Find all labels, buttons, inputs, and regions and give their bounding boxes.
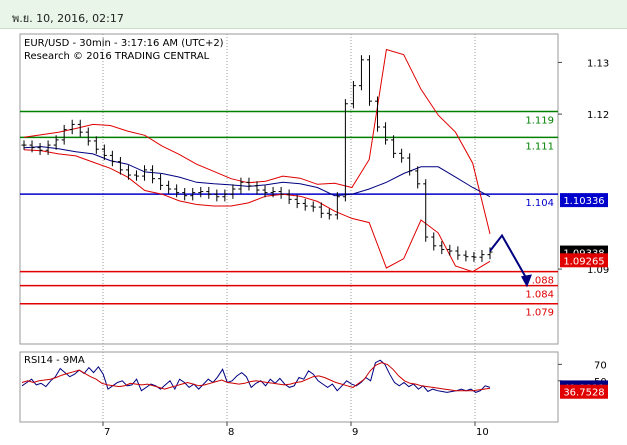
- price-bar: [85, 127, 91, 146]
- price-bar: [45, 140, 51, 155]
- price-bar: [262, 185, 268, 198]
- price-tag-2-bg: [560, 253, 608, 268]
- rsi-tick-label: 70: [594, 360, 607, 371]
- rsi-title: RSI14 - 9MA: [24, 355, 85, 366]
- forecast-arrowhead: [521, 274, 532, 288]
- price-bar: [447, 244, 453, 256]
- price-bar: [318, 202, 324, 218]
- price-bar: [230, 184, 236, 199]
- price-bar: [310, 201, 316, 212]
- price-bars: [21, 55, 493, 262]
- price-bar: [125, 165, 131, 180]
- price-tag-0-bg: [560, 193, 608, 208]
- price-bar: [375, 96, 381, 132]
- price-bar: [399, 148, 405, 163]
- level-label-0: 1.119: [525, 116, 554, 127]
- rsi-series-0: [21, 359, 491, 393]
- price-bar: [294, 194, 300, 209]
- price-bar: [302, 198, 308, 211]
- price-bar: [471, 252, 477, 262]
- price-bar: [222, 189, 228, 202]
- level-label-2: 1.104: [525, 198, 554, 209]
- price-bar: [198, 186, 204, 198]
- price-bar: [350, 81, 356, 109]
- price-bar: [142, 165, 148, 181]
- price-bar: [286, 189, 292, 204]
- y-tick-label: 1.12: [587, 110, 609, 121]
- price-bar: [391, 135, 397, 158]
- price-bar: [407, 153, 413, 176]
- price-bar: [439, 241, 445, 255]
- price-bar: [53, 135, 59, 150]
- level-label-4: 1.084: [525, 290, 554, 301]
- price-tag-0: 1.10336: [563, 196, 604, 207]
- price-bar: [158, 174, 164, 191]
- price-bar: [206, 186, 212, 199]
- y-tick-label: 1.13: [587, 58, 609, 69]
- x-tick-label: 8: [228, 427, 234, 438]
- price-bar: [479, 249, 485, 262]
- price-bar: [383, 122, 389, 145]
- price-bar: [150, 165, 156, 184]
- price-bar: [366, 55, 372, 106]
- level-label-1: 1.111: [525, 141, 554, 152]
- price-bar: [270, 186, 276, 198]
- price-bar: [61, 124, 67, 145]
- forecast-path: [489, 233, 532, 288]
- price-bar: [431, 232, 437, 251]
- price-bar: [487, 247, 493, 260]
- price-bar: [101, 144, 107, 161]
- price-bar: [254, 181, 260, 195]
- price-bar: [463, 250, 469, 262]
- rsi-tag-1-bg: [560, 384, 608, 399]
- rsi-series-1: [21, 362, 491, 392]
- price-bar: [190, 187, 196, 201]
- price-bar: [415, 166, 421, 189]
- price-bar: [93, 136, 99, 154]
- price-bar: [77, 119, 83, 137]
- band-lower: [23, 149, 491, 273]
- price-bar: [109, 150, 115, 167]
- price-bar: [29, 140, 35, 153]
- chart-subtitle: Research © 2016 TRADING CENTRAL: [24, 51, 210, 62]
- price-bar: [182, 187, 188, 201]
- rsi-lines: [21, 359, 491, 393]
- price-bar: [37, 143, 43, 155]
- price-bar: [69, 119, 75, 135]
- chart-title: EUR/USD - 30min - 3:17:16 AM (UTC+2): [24, 38, 224, 49]
- rsi-tag-1: 36.7528: [563, 388, 604, 399]
- price-bar: [334, 192, 340, 220]
- x-tick-label: 7: [104, 427, 110, 438]
- price-bar: [246, 177, 252, 191]
- price-bar: [133, 170, 139, 181]
- level-label-5: 1.079: [525, 308, 554, 319]
- price-bar: [214, 189, 220, 202]
- price-bar: [21, 140, 27, 150]
- price-bar: [278, 186, 284, 199]
- price-bar: [326, 208, 332, 220]
- x-tick-label: 9: [352, 427, 358, 438]
- price-bar: [342, 99, 348, 202]
- y-tick-label: 1.09: [587, 265, 609, 276]
- level-label-3: .088: [532, 276, 554, 287]
- forecast-line: [489, 233, 528, 280]
- x-tick-label: 10: [476, 427, 489, 438]
- price-bar: [238, 177, 244, 194]
- price-panel-frame: [19, 33, 559, 345]
- price-bar: [174, 184, 180, 198]
- top-bar: พ.ย. 10, 2016, 02:17: [0, 0, 627, 29]
- price-bar: [358, 55, 364, 91]
- price-bar: [455, 246, 461, 260]
- price-bar: [423, 179, 429, 242]
- price-tag-2: 1.09265: [563, 256, 604, 267]
- price-bar: [166, 180, 172, 194]
- price-bar: [117, 156, 123, 175]
- timestamp: พ.ย. 10, 2016, 02:17: [12, 12, 124, 25]
